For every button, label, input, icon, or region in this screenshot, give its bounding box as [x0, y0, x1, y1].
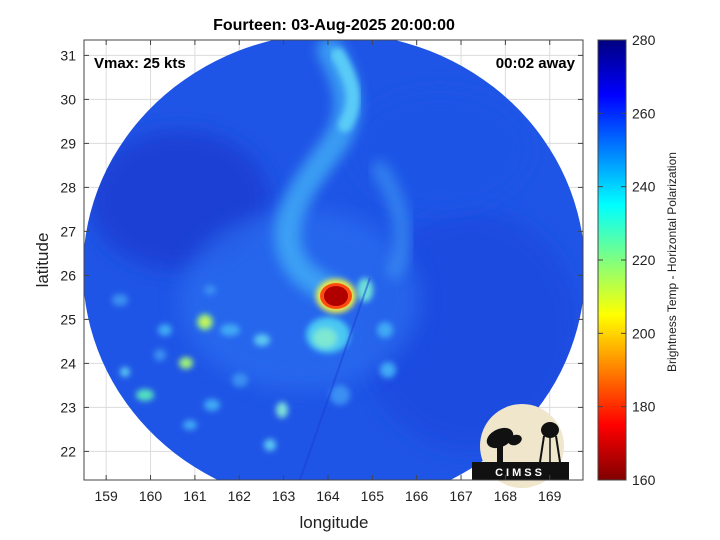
y-axis-ticks: 22 23 24 25 26 27 28 29 30 31 [60, 47, 583, 459]
x-tick-label: 161 [183, 488, 207, 504]
cimss-logo: CIMSS [472, 404, 569, 488]
y-tick-label: 23 [60, 399, 76, 415]
x-tick-label: 169 [538, 488, 562, 504]
colorbar: 160 180 200 220 240 260 280 Brightness Temp - … [597, 32, 679, 488]
logo-text: CIMSS [495, 467, 545, 479]
colorbar-ticks: 160 180 200 220 240 260 280 [598, 32, 656, 488]
colorbar-tick-label: 220 [632, 252, 656, 268]
y-tick-label: 29 [60, 135, 76, 151]
x-tick-label: 167 [449, 488, 473, 504]
colorbar-tick-label: 260 [632, 105, 656, 121]
x-tick-label: 160 [139, 488, 163, 504]
chart-title: Fourteen: 03-Aug-2025 20:00:00 [213, 17, 455, 34]
colorbar-tick-label: 180 [632, 399, 656, 415]
x-tick-label: 165 [361, 488, 385, 504]
plot-frame [83, 39, 584, 481]
y-tick-label: 27 [60, 223, 76, 239]
y-tick-label: 25 [60, 311, 76, 327]
colorbar-label: Brightness Temp - Horizontal Polarizatio… [665, 152, 679, 372]
x-tick-label: 163 [272, 488, 296, 504]
y-tick-label: 22 [60, 443, 76, 459]
y-tick-label: 26 [60, 267, 76, 283]
colorbar-tick-label: 240 [632, 179, 656, 195]
colorbar-tick-label: 160 [632, 472, 656, 488]
x-tick-label: 159 [94, 488, 118, 504]
microwave-swath [84, 40, 583, 480]
x-axis-label: longitude [299, 513, 368, 532]
colorbar-tick-label: 280 [632, 32, 656, 48]
x-tick-label: 164 [316, 488, 340, 504]
x-tick-label: 162 [228, 488, 252, 504]
colorbar-tick-label: 200 [632, 325, 656, 341]
y-axis-label: latitude [33, 233, 52, 288]
y-tick-label: 24 [60, 355, 76, 371]
y-tick-label: 28 [60, 179, 76, 195]
vmax-annotation: Vmax: 25 kts [94, 55, 186, 72]
y-tick-label: 30 [60, 91, 76, 107]
x-tick-label: 166 [405, 488, 429, 504]
x-axis-ticks: 159 160 161 162 163 164 165 166 167 168 169 [94, 40, 562, 504]
x-tick-label: 168 [494, 488, 518, 504]
time-offset-annotation: 00:02 away [496, 55, 576, 72]
y-tick-label: 31 [60, 47, 76, 63]
